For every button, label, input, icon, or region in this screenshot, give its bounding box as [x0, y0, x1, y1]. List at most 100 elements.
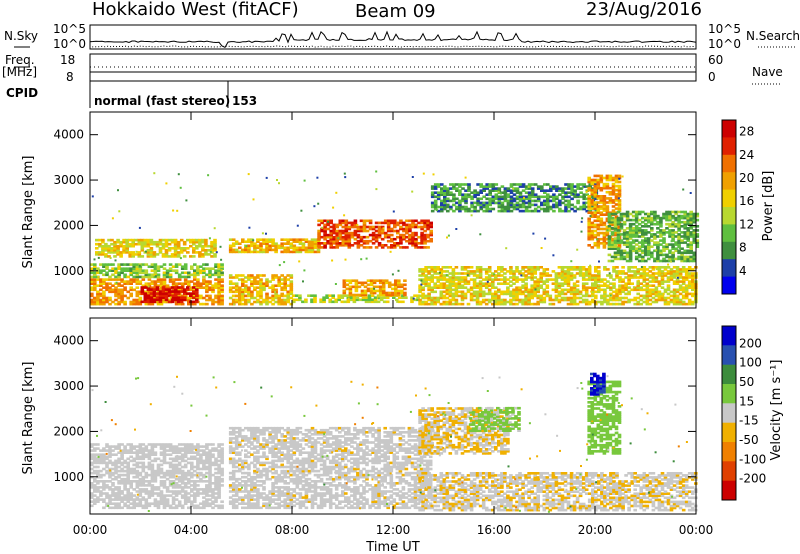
heatmap-cell [317, 233, 321, 237]
heatmap-cell [424, 296, 428, 300]
heatmap-cell [616, 253, 621, 257]
heatmap-cell [602, 237, 607, 241]
heatmap-cell [599, 186, 604, 190]
heatmap-cell [443, 203, 447, 207]
heatmap-cell [423, 237, 427, 241]
heatmap-cell [616, 229, 621, 232]
heatmap-cell [168, 484, 173, 487]
heatmap-cell [607, 212, 612, 216]
heatmap-cell [177, 263, 182, 266]
heatmap-cell [615, 274, 619, 277]
heatmap-cell [280, 274, 284, 277]
heatmap-cell [578, 300, 583, 304]
heatmap-cell [120, 288, 124, 292]
heatmap-cell [413, 298, 417, 302]
heatmap-cell [120, 496, 124, 499]
heatmap-cell [99, 459, 103, 463]
heatmap-cell [168, 447, 173, 450]
heatmap-cell [99, 278, 103, 281]
heatmap-cell [126, 500, 130, 503]
heatmap-cell [256, 280, 260, 283]
heatmap-speckle [278, 182, 280, 185]
heatmap-cell [484, 272, 489, 275]
heatmap-cell [357, 293, 362, 297]
heatmap-cell [647, 218, 651, 222]
heatmap-cell [584, 292, 589, 296]
heatmap-cell [449, 193, 453, 196]
heatmap-cell [405, 225, 409, 229]
heatmap-cell [607, 216, 612, 220]
heatmap-cell [174, 263, 179, 266]
heatmap-cell [557, 290, 562, 294]
heatmap-cell [292, 300, 296, 304]
heatmap-cell [137, 251, 142, 254]
heatmap-cell [174, 498, 179, 501]
heatmap-cell [637, 227, 642, 230]
heatmap-cell [641, 235, 645, 238]
heatmap-cell [590, 221, 595, 225]
heatmap-cell [442, 266, 447, 269]
heatmap-cell [368, 219, 373, 223]
freq-panel-frame [89, 53, 697, 82]
heatmap-cell [484, 286, 489, 289]
heatmap-cell [613, 222, 618, 226]
heatmap-cell [90, 455, 94, 459]
heatmap-cell [458, 201, 462, 205]
heatmap-cell [442, 278, 447, 281]
heatmap-cell [265, 298, 269, 302]
heatmap-cell [149, 255, 154, 258]
heatmap-cell [452, 187, 456, 190]
heatmap-cell [512, 296, 516, 300]
heatmap-cell [138, 494, 143, 497]
heatmap-cell [356, 242, 361, 245]
heatmap-cell [193, 288, 197, 292]
heatmap-cell [138, 300, 143, 304]
heatmap-cell [271, 294, 275, 298]
heatmap-cell [683, 210, 687, 214]
heatmap-cell [111, 449, 115, 452]
heatmap-cell [167, 242, 172, 246]
heatmap-cell [414, 244, 418, 247]
heatmap-cell [683, 235, 687, 238]
heatmap-cell [599, 242, 604, 245]
heatmap-cell [651, 290, 656, 294]
heatmap-cell [159, 280, 164, 283]
heatmap-cell [469, 292, 474, 296]
heatmap-cell [329, 242, 333, 245]
heatmap-cell [217, 300, 221, 304]
heatmap-cell [584, 286, 589, 289]
heatmap-cell [533, 203, 538, 207]
heatmap-cell [665, 214, 669, 218]
heatmap-cell [147, 449, 152, 452]
heatmap-cell [569, 302, 574, 306]
heatmap-cell [193, 284, 197, 287]
heatmap-cell [123, 469, 127, 473]
heatmap-cell [587, 278, 592, 281]
heatmap-cell [304, 246, 309, 250]
heatmap-cell [472, 270, 477, 273]
heatmap-cell [599, 205, 604, 208]
heatmap-cell [631, 214, 636, 218]
heatmap-cell [683, 251, 687, 255]
heatmap-cell [605, 219, 610, 223]
heatmap-speckle [637, 279, 640, 282]
heatmap-cell [132, 269, 136, 272]
heatmap-cell [630, 288, 634, 292]
heatmap-cell [536, 205, 541, 209]
heatmap-cell [596, 184, 601, 188]
heatmap-cell [436, 268, 440, 271]
heatmap-cell [274, 296, 278, 300]
heatmap-cell [451, 280, 456, 283]
heatmap-cell [168, 443, 173, 446]
heatmap-cell [104, 242, 108, 246]
heatmap-cell [582, 205, 586, 209]
heatmap-cell [509, 268, 513, 271]
heatmap-cell [132, 488, 136, 491]
heatmap-cell [619, 241, 624, 244]
heatmap-cell [467, 195, 471, 199]
heatmap-cell [539, 272, 543, 275]
heatmap-cell [283, 288, 287, 292]
heatmap-cell [515, 292, 519, 296]
heatmap-cell [96, 290, 100, 294]
heatmap-cell [153, 471, 158, 475]
